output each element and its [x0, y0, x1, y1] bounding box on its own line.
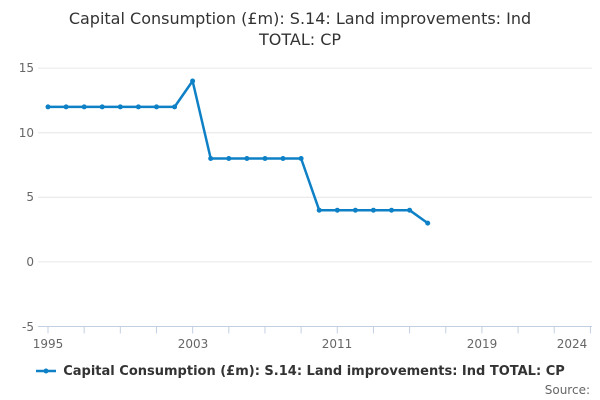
y-axis-label: 15 — [18, 61, 34, 75]
legend-label: Capital Consumption (£m): S.14: Land imp… — [63, 363, 565, 379]
y-axis-label: 0 — [26, 255, 34, 269]
data-point-marker[interactable] — [226, 156, 232, 161]
y-axis-label: -5 — [22, 320, 34, 334]
data-point-marker[interactable] — [154, 104, 159, 110]
x-axis-label: 2019 — [466, 337, 498, 351]
x-axis-label: 1995 — [32, 337, 64, 351]
data-point-marker[interactable] — [262, 156, 268, 161]
data-point-marker[interactable] — [172, 104, 178, 110]
chart-title: Capital Consumption (£m): S.14: Land imp… — [0, 8, 600, 50]
data-point-marker[interactable] — [244, 156, 250, 161]
data-point-marker[interactable] — [370, 207, 376, 213]
data-point-marker[interactable] — [81, 104, 87, 110]
data-point-marker[interactable] — [298, 156, 304, 161]
data-point-marker[interactable] — [407, 207, 413, 213]
data-point-marker[interactable] — [63, 104, 69, 110]
data-point-marker[interactable] — [425, 220, 431, 226]
data-point-marker[interactable] — [352, 207, 358, 213]
chart-title-line1: Capital Consumption (£m): S.14: Land imp… — [68, 9, 532, 28]
data-point-marker[interactable] — [208, 156, 214, 161]
data-point-marker[interactable] — [45, 104, 51, 110]
data-point-marker[interactable] — [99, 104, 105, 110]
data-point-marker[interactable] — [334, 207, 340, 213]
data-point-marker[interactable] — [316, 207, 322, 213]
source-label: Source: — [544, 383, 590, 397]
data-point-marker[interactable] — [117, 104, 123, 110]
x-axis-label: 2011 — [321, 337, 353, 351]
y-axis-label: 10 — [18, 126, 34, 140]
data-point-marker[interactable] — [135, 104, 141, 110]
chart-title-line2: TOTAL: CP — [258, 30, 342, 49]
legend-item[interactable]: Capital Consumption (£m): S.14: Land imp… — [0, 361, 600, 381]
data-point-marker[interactable] — [389, 207, 394, 213]
data-point-marker[interactable] — [280, 156, 286, 161]
y-axis-label: 5 — [26, 190, 34, 204]
legend-line-marker-icon — [36, 368, 57, 374]
data-point-marker[interactable] — [190, 78, 196, 84]
x-axis-label: 2024 — [556, 337, 588, 351]
x-axis-label: 2003 — [177, 337, 209, 351]
series-line[interactable] — [46, 79, 429, 225]
